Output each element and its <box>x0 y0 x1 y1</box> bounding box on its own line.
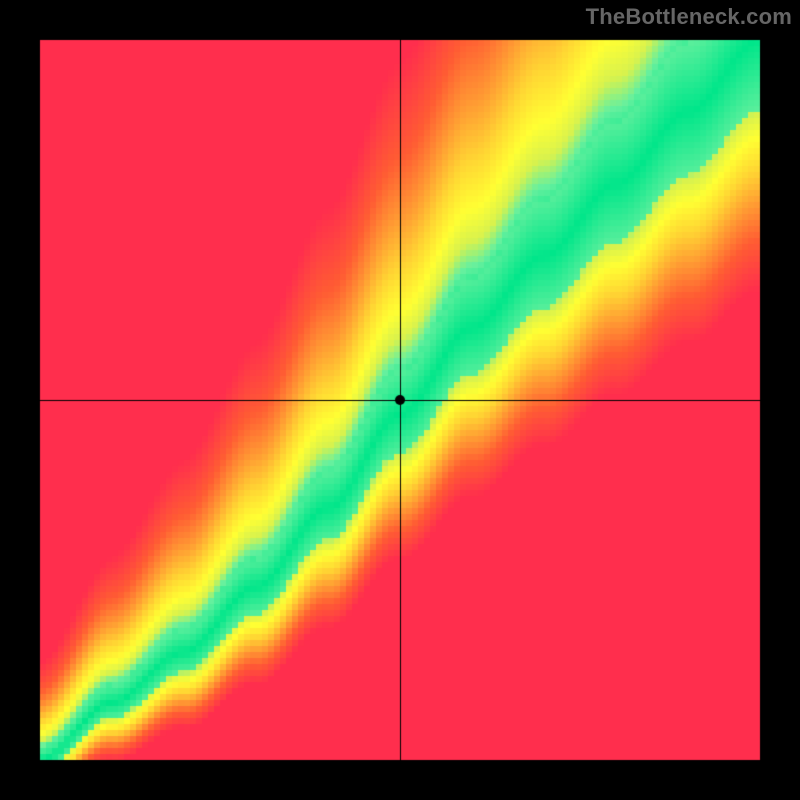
chart-container: TheBottleneck.com <box>0 0 800 800</box>
heatmap-canvas <box>0 0 800 800</box>
watermark-text: TheBottleneck.com <box>586 4 792 30</box>
